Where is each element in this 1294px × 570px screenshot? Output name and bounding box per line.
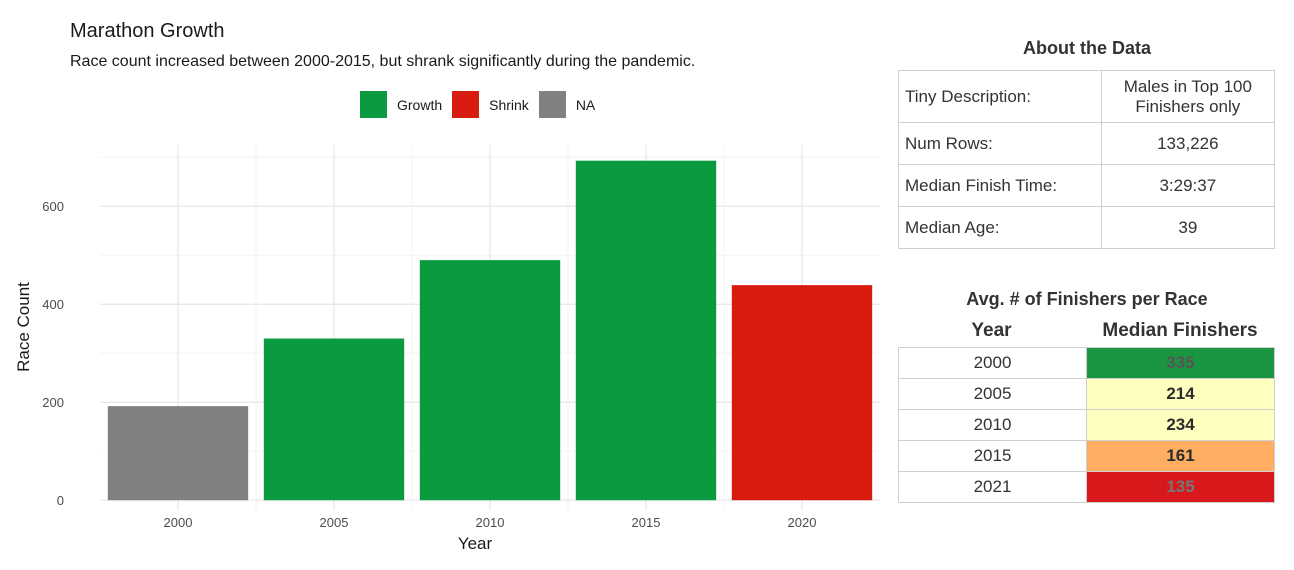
finishers-year: 2000 (898, 347, 1087, 379)
bar-chart: 0 200 400 600 2000 2005 2010 2015 2020 Year Race… (14, 145, 880, 553)
x-tick-label: 2010 (476, 515, 505, 530)
bar-2000 (107, 406, 249, 501)
legend-swatch-growth (360, 91, 387, 118)
x-tick-label: 2020 (788, 515, 817, 530)
about-value: Males in Top 100 Finishers only (1100, 70, 1276, 123)
x-tick-label: 2000 (164, 515, 193, 530)
legend-item-shrink: Shrink (452, 91, 529, 118)
about-value-line: Finishers only (1135, 96, 1241, 116)
bars (107, 160, 873, 501)
about-row-description: Tiny Description: Males in Top 100 Finis… (898, 70, 1276, 123)
about-row-median-age: Median Age: 39 (898, 206, 1276, 249)
x-tick-label: 2015 (632, 515, 661, 530)
bar-2010 (419, 260, 561, 501)
tick-labels: 0 200 400 600 2000 2005 2010 2015 2020 (42, 199, 816, 530)
finishers-row: 2015 161 (898, 440, 1275, 472)
finishers-table: 2000 335 2005 214 2010 234 2015 161 2021 135 (898, 347, 1275, 503)
chart-title: Marathon Growth (70, 20, 225, 42)
finishers-row: 2005 214 (898, 378, 1275, 410)
legend-label-na: NA (575, 96, 596, 113)
legend-swatch-shrink (452, 91, 480, 118)
finishers-year: 2021 (898, 471, 1087, 503)
finishers-row: 2021 135 (898, 471, 1275, 503)
finishers-median: 234 (1086, 409, 1275, 441)
finishers-year: 2005 (898, 378, 1087, 410)
legend-swatch-na (538, 91, 566, 118)
finishers-col-median: Median Finishers (1102, 320, 1258, 341)
y-tick-label: 0 (57, 493, 64, 508)
finishers-median: 214 (1086, 378, 1275, 410)
x-tick-label: 2005 (320, 515, 349, 530)
about-row-median-finish: Median Finish Time: 3:29:37 (898, 164, 1276, 207)
about-value-line: Males in Top 100 (1123, 76, 1252, 96)
about-title: About the Data (1023, 38, 1151, 58)
finishers-year: 2015 (898, 440, 1087, 472)
y-tick-label: 600 (42, 199, 64, 214)
about-label: Tiny Description: (898, 70, 1102, 123)
about-value: 39 (1100, 206, 1276, 249)
bar-2005 (263, 338, 405, 501)
y-axis-label: Race Count (14, 282, 33, 372)
about-label: Num Rows: (898, 122, 1102, 165)
chart-legend: Growth Shrink NA (360, 91, 605, 118)
y-tick-label: 200 (42, 395, 64, 410)
finishers-col-year: Year (971, 320, 1012, 341)
finishers-row: 2010 234 (898, 409, 1275, 441)
legend-item-growth: Growth (360, 91, 442, 118)
about-value: 3:29:37 (1100, 164, 1276, 207)
chart-subtitle: Race count increased between 2000-2015, … (70, 53, 696, 70)
finishers-median: 135 (1086, 471, 1275, 503)
about-value: 133,226 (1100, 122, 1276, 165)
legend-label-growth: Growth (397, 96, 443, 113)
bar-2015 (575, 160, 717, 501)
legend-item-na: NA (538, 91, 596, 118)
bar-2020 (731, 285, 873, 501)
about-label: Median Age: (898, 206, 1102, 249)
about-label: Median Finish Time: (898, 164, 1102, 207)
finishers-title: Avg. # of Finishers per Race (966, 289, 1208, 309)
finishers-median: 161 (1086, 440, 1275, 472)
finishers-year: 2010 (898, 409, 1087, 441)
y-tick-label: 400 (42, 297, 64, 312)
x-axis-label: Year (458, 534, 493, 553)
legend-label-shrink: Shrink (489, 96, 529, 113)
about-table: Tiny Description: Males in Top 100 Finis… (898, 70, 1276, 249)
finishers-median: 335 (1086, 347, 1275, 379)
finishers-row: 2000 335 (898, 347, 1275, 379)
about-row-num-rows: Num Rows: 133,226 (898, 122, 1276, 165)
